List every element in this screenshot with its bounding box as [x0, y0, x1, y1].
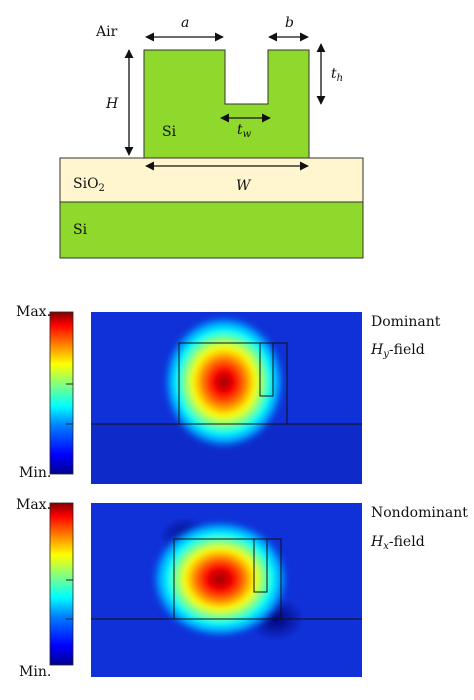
scale-max-label: Max. [16, 304, 52, 320]
core-outline [178, 342, 288, 424]
field-title: Dominant [371, 314, 441, 330]
silicon-substrate [59, 201, 364, 259]
trench-outline [253, 538, 268, 593]
sio2-layer [59, 157, 364, 203]
air-label: Air [96, 24, 118, 40]
dim-th-label: th [331, 66, 344, 84]
field-component-label: Hy-field [371, 342, 425, 360]
dominant-field-panel [49, 311, 362, 484]
trench-outline [259, 342, 274, 397]
colorbar-2 [49, 502, 74, 666]
field-component-label: Hx-field [371, 534, 425, 552]
dim-a-label: a [181, 15, 190, 31]
mode-hotspot [162, 314, 286, 450]
scale-min-label: Min. [19, 465, 52, 481]
mode-hotspot [150, 519, 290, 639]
waveguide-cross-section [59, 32, 364, 259]
scale-max-label: Max. [16, 497, 52, 513]
si-core-label: Si [162, 124, 177, 140]
dim-H-label: H [106, 96, 119, 112]
core-outline [173, 538, 282, 619]
silicon-core [143, 49, 310, 159]
field-title: Nondominant [371, 505, 468, 521]
substrate-label: Si [73, 222, 88, 238]
dim-W-label: W [236, 178, 251, 194]
colorbar-1 [49, 311, 74, 475]
sio2-label: SiO2 [73, 176, 105, 194]
dim-tw-label: tw [237, 122, 252, 140]
dim-b-label: b [285, 15, 294, 31]
scale-min-label: Min. [19, 664, 52, 680]
nondominant-field-panel [49, 502, 362, 677]
